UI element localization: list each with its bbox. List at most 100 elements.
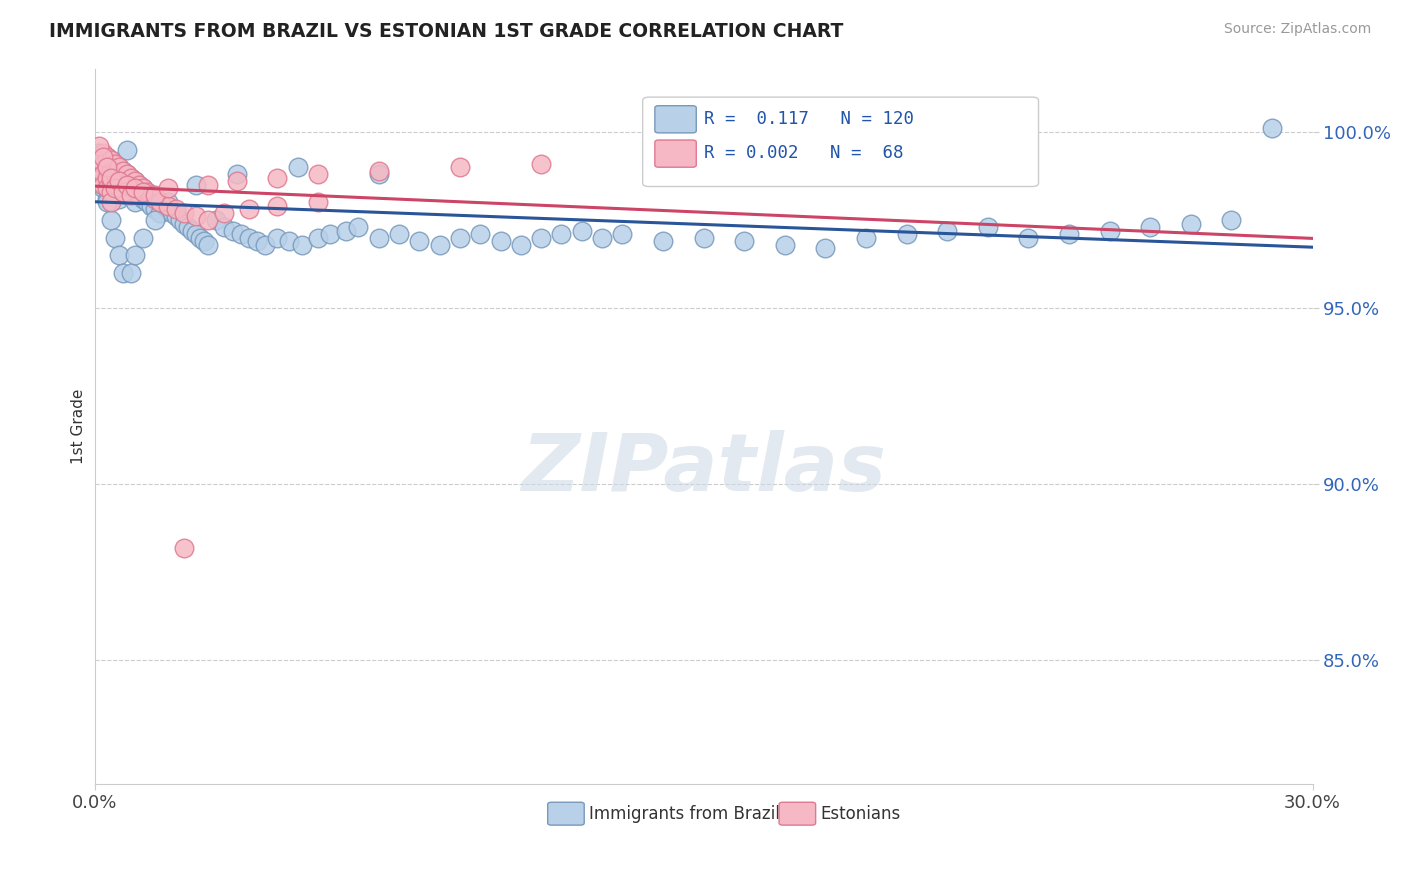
Point [1139,220,1161,235]
Point [120,170,142,185]
Point [291,237,314,252]
Point [128,188,150,202]
Point [100,163,122,178]
Point [148,195,170,210]
Point [449,230,471,244]
Point [221,223,243,237]
Point [287,160,309,174]
Point [160,206,183,220]
Point [115,178,138,192]
Point [104,230,127,244]
Point [225,174,247,188]
Point [87,170,110,185]
Point [100,174,122,188]
Point [120,181,142,195]
Point [254,237,277,252]
Point [238,202,260,217]
Point [347,220,370,235]
Point [205,213,228,227]
Point [96,160,118,174]
FancyBboxPatch shape [643,97,1039,186]
Point [156,181,179,195]
Point [124,174,146,188]
Point [489,234,512,248]
Point [145,192,167,206]
Point [91,178,114,192]
Point [229,227,252,241]
Point [111,185,134,199]
Point [156,195,179,210]
Point [266,199,288,213]
Point [184,178,207,192]
Point [132,181,155,195]
Point [307,167,329,181]
Point [225,167,247,181]
Point [197,178,219,192]
Text: IMMIGRANTS FROM BRAZIL VS ESTONIAN 1ST GRADE CORRELATION CHART: IMMIGRANTS FROM BRAZIL VS ESTONIAN 1ST G… [49,22,844,41]
Point [367,163,389,178]
Text: Estonians: Estonians [821,805,901,822]
Point [115,167,138,181]
Point [132,181,155,195]
Point [571,223,593,237]
Point [152,199,174,213]
Point [148,206,170,220]
Point [120,188,142,202]
Text: R =  0.117   N = 120: R = 0.117 N = 120 [703,110,914,128]
Point [156,202,179,217]
Point [111,185,134,199]
Point [100,153,122,167]
Point [148,195,170,210]
Point [111,174,134,188]
Y-axis label: 1st Grade: 1st Grade [72,388,86,464]
Point [145,192,167,206]
Point [173,217,195,231]
Point [115,167,138,181]
Point [1098,223,1121,237]
Point [136,185,159,199]
Point [177,220,200,235]
Point [96,181,118,195]
Point [132,192,155,206]
Point [104,167,127,181]
Point [530,156,553,170]
Point [120,266,142,280]
Point [214,220,236,235]
Point [104,178,127,192]
Point [115,188,138,202]
Text: Source: ZipAtlas.com: Source: ZipAtlas.com [1223,22,1371,37]
Point [197,213,219,227]
Point [367,230,389,244]
Point [91,181,114,195]
Point [91,178,114,192]
Point [87,160,110,174]
Point [124,248,146,262]
Point [100,185,122,199]
Point [104,167,127,181]
Point [132,230,155,244]
Point [100,195,122,210]
Text: Immigrants from Brazil: Immigrants from Brazil [589,805,780,822]
Point [173,541,195,555]
Point [104,156,127,170]
Point [128,178,150,192]
Point [165,202,187,217]
Point [96,150,118,164]
Text: ZIPatlas: ZIPatlas [522,430,886,508]
Point [87,160,110,174]
Point [896,227,918,241]
Point [141,188,163,202]
Point [100,213,122,227]
Point [115,143,138,157]
Point [181,223,204,237]
Point [977,220,1000,235]
Point [104,188,127,202]
Point [1017,230,1039,244]
Point [124,185,146,199]
Point [111,163,134,178]
Point [307,230,329,244]
Point [1220,213,1243,227]
Point [408,234,430,248]
Point [173,206,195,220]
Point [87,160,110,174]
